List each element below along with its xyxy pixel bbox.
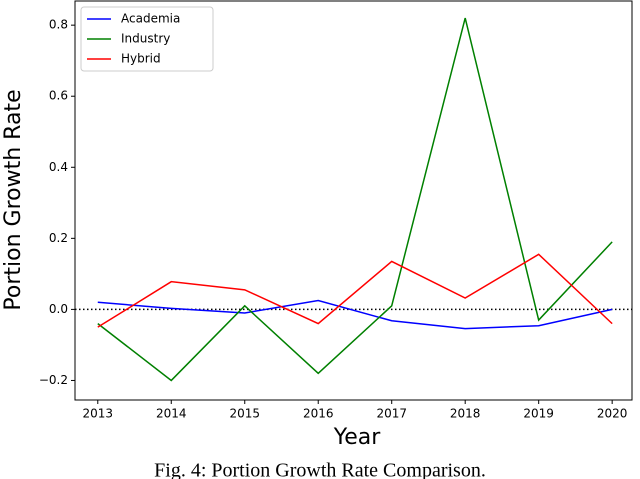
- y-tick-label: 0.8: [49, 18, 68, 32]
- x-tick-label: 2016: [303, 407, 334, 421]
- series-line: [97, 253, 613, 328]
- caption: Fig. 4: Portion Growth Rate Comparison.: [154, 460, 486, 479]
- x-tick-label: 2015: [229, 407, 260, 421]
- y-tick-label: 0.0: [49, 302, 68, 316]
- x-tick-label: 2017: [376, 407, 407, 421]
- y-tick-label: −0.2: [39, 373, 68, 387]
- y-axis-label: Portion Growth Rate: [1, 89, 26, 310]
- legend-label: Hybrid: [121, 52, 161, 66]
- x-tick-label: 2020: [597, 407, 628, 421]
- x-tick-label: 2019: [523, 407, 554, 421]
- legend-label: Industry: [121, 32, 170, 46]
- y-tick-label: 0.6: [49, 89, 68, 103]
- series-line: [97, 17, 613, 382]
- y-tick-label: 0.2: [49, 231, 68, 245]
- x-tick-label: 2013: [83, 407, 114, 421]
- x-tick-label: 2014: [156, 407, 187, 421]
- x-axis-label: Year: [333, 425, 382, 450]
- plot-frame: [74, 0, 633, 401]
- series-line: [97, 299, 613, 330]
- x-tick-label: 2018: [450, 407, 481, 421]
- legend-box: [80, 6, 214, 72]
- legend-label: Academia: [121, 12, 180, 26]
- y-tick-label: 0.4: [49, 160, 68, 174]
